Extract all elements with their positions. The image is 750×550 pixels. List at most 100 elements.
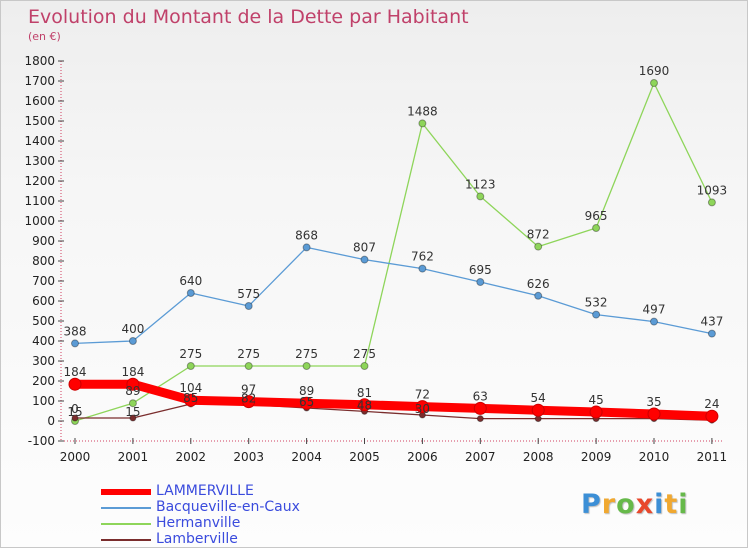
data-point-lammerville-2005 xyxy=(358,398,371,412)
data-point-lammerville-2010 xyxy=(647,407,661,421)
data-point-hermanville-2010 xyxy=(650,79,658,87)
data-label-lammerville-2008: 54 xyxy=(531,391,546,405)
data-point-bacqueville-en-caux-2009 xyxy=(592,310,601,319)
series-line-lamberville xyxy=(74,403,713,421)
x-tick-label-2010: 2010 xyxy=(639,450,670,464)
y-tick-label-900: 900 xyxy=(32,234,55,248)
data-label-lammerville-2009: 45 xyxy=(588,393,603,407)
data-label-lammerville-2002: 104 xyxy=(179,381,202,395)
data-label-lammerville-2011: 24 xyxy=(704,397,719,411)
x-tick-label-2002: 2002 xyxy=(176,450,207,464)
data-point-hermanville-2009 xyxy=(592,224,601,232)
data-label-lamberville-2006: 30 xyxy=(415,402,430,416)
y-tick-label-300: 300 xyxy=(32,354,55,368)
chart-unit-label: (en €) xyxy=(28,30,61,43)
y-tick-label-1800: 1800 xyxy=(24,54,55,68)
y-tick-label-1300: 1300 xyxy=(24,154,55,168)
data-label-bacqueville-en-caux-2007: 695 xyxy=(469,263,492,277)
data-point-lammerville-2011 xyxy=(705,409,719,423)
data-point-lammerville-2000 xyxy=(68,377,82,391)
data-point-lamberville-2000 xyxy=(71,414,79,422)
data-point-hermanville-2008 xyxy=(534,242,543,251)
y-tick-label-200: 200 xyxy=(32,374,55,388)
data-point-bacqueville-en-caux-2006 xyxy=(418,264,427,273)
data-label-lammerville-2010: 35 xyxy=(646,395,661,409)
data-label-bacqueville-en-caux-2010: 497 xyxy=(643,303,666,317)
data-label-hermanville-2011: 1093 xyxy=(697,183,728,197)
x-tick-label-2008: 2008 xyxy=(523,450,554,464)
data-label-lamberville-2004: 65 xyxy=(299,395,314,409)
data-label-bacqueville-en-caux-2008: 626 xyxy=(527,277,550,291)
data-label-hermanville-2006: 1488 xyxy=(407,104,438,118)
line-chart: -100010020030040050060070080090010001100… xyxy=(24,54,728,464)
data-point-bacqueville-en-caux-2004 xyxy=(302,243,311,252)
y-tick-label-1000: 1000 xyxy=(24,214,55,228)
y-tick-label-600: 600 xyxy=(32,294,55,308)
legend-swatch-lammerville xyxy=(101,489,151,495)
data-label-lamberville-2002: 85 xyxy=(183,391,198,405)
data-point-hermanville-2004 xyxy=(302,362,311,370)
data-label-bacqueville-en-caux-2000: 388 xyxy=(64,324,87,338)
data-label-hermanville-2000: 0 xyxy=(71,402,79,416)
data-point-bacqueville-en-caux-2005 xyxy=(360,255,369,264)
data-point-bacqueville-en-caux-2000 xyxy=(71,339,79,348)
data-label-lammerville-2001: 184 xyxy=(121,365,144,379)
data-point-bacqueville-en-caux-2011 xyxy=(707,329,716,338)
data-point-hermanville-2002 xyxy=(186,362,195,370)
legend-label-lammerville: LAMMERVILLE xyxy=(156,483,254,499)
data-label-hermanville-2009: 965 xyxy=(585,209,608,223)
data-point-hermanville-2006 xyxy=(418,119,427,128)
data-point-lammerville-2007 xyxy=(473,401,487,415)
data-point-bacqueville-en-caux-2003 xyxy=(244,302,253,310)
data-label-bacqueville-en-caux-2005: 807 xyxy=(353,241,376,255)
chart-title: Evolution du Montant de la Dette par Hab… xyxy=(28,6,469,28)
y-tick-label-1400: 1400 xyxy=(24,134,55,148)
data-label-hermanville-2003: 275 xyxy=(237,347,260,361)
data-label-lammerville-2007: 63 xyxy=(473,389,488,403)
data-point-bacqueville-en-caux-2001 xyxy=(128,337,137,345)
legend-label-bacqueville: Bacqueville-en-Caux xyxy=(156,499,300,515)
data-label-bacqueville-en-caux-2001: 400 xyxy=(121,322,144,336)
data-point-lammerville-2009 xyxy=(589,405,603,419)
data-label-hermanville-2005: 275 xyxy=(353,347,376,361)
data-label-lammerville-2006: 72 xyxy=(415,388,430,402)
data-point-hermanville-2007 xyxy=(476,192,485,201)
data-label-bacqueville-en-caux-2002: 640 xyxy=(179,274,202,288)
data-point-bacqueville-en-caux-2010 xyxy=(650,317,658,326)
data-label-lammerville-2004: 89 xyxy=(299,384,314,398)
y-tick-label-1500: 1500 xyxy=(24,114,55,128)
data-label-lammerville-2003: 97 xyxy=(241,383,256,397)
data-label-lamberville-2003: 82 xyxy=(241,392,256,406)
data-label-bacqueville-en-caux-2003: 575 xyxy=(237,287,260,301)
data-point-lammerville-2002 xyxy=(184,393,198,407)
proxiti-logo: Proxiti xyxy=(581,489,689,520)
x-tick-label-2011: 2011 xyxy=(697,450,728,464)
data-label-bacqueville-en-caux-2004: 868 xyxy=(295,228,318,242)
x-tick-label-2003: 2003 xyxy=(233,450,264,464)
data-point-bacqueville-en-caux-2007 xyxy=(476,278,485,286)
y-tick-label-800: 800 xyxy=(32,254,55,268)
series-line-hermanville xyxy=(74,82,713,422)
data-point-lammerville-2004 xyxy=(300,396,314,410)
x-tick-label-2001: 2001 xyxy=(118,450,149,464)
series-line-bacqueville-en-caux xyxy=(74,246,713,345)
data-label-hermanville-2004: 275 xyxy=(295,347,318,361)
data-point-bacqueville-en-caux-2002 xyxy=(186,289,195,297)
data-label-bacqueville-en-caux-2009: 532 xyxy=(585,296,608,310)
data-label-bacqueville-en-caux-2011: 437 xyxy=(700,315,723,329)
legend-label-lamberville: Lamberville xyxy=(156,531,238,547)
data-point-lammerville-2001 xyxy=(126,377,140,391)
data-label-lamberville-2005: 48 xyxy=(357,398,372,412)
data-label-hermanville-2010: 1690 xyxy=(639,64,670,78)
x-tick-label-2000: 2000 xyxy=(60,450,91,464)
x-tick-label-2009: 2009 xyxy=(581,450,612,464)
y-tick-label-1700: 1700 xyxy=(24,74,55,88)
x-tick-label-2005: 2005 xyxy=(349,450,380,464)
y-tick-label-500: 500 xyxy=(32,314,55,328)
y-tick-label--100: -100 xyxy=(28,434,55,448)
data-label-bacqueville-en-caux-2006: 762 xyxy=(411,250,434,264)
y-tick-label-400: 400 xyxy=(32,334,55,348)
x-tick-label-2006: 2006 xyxy=(407,450,438,464)
series-line-lammerville xyxy=(70,379,717,421)
